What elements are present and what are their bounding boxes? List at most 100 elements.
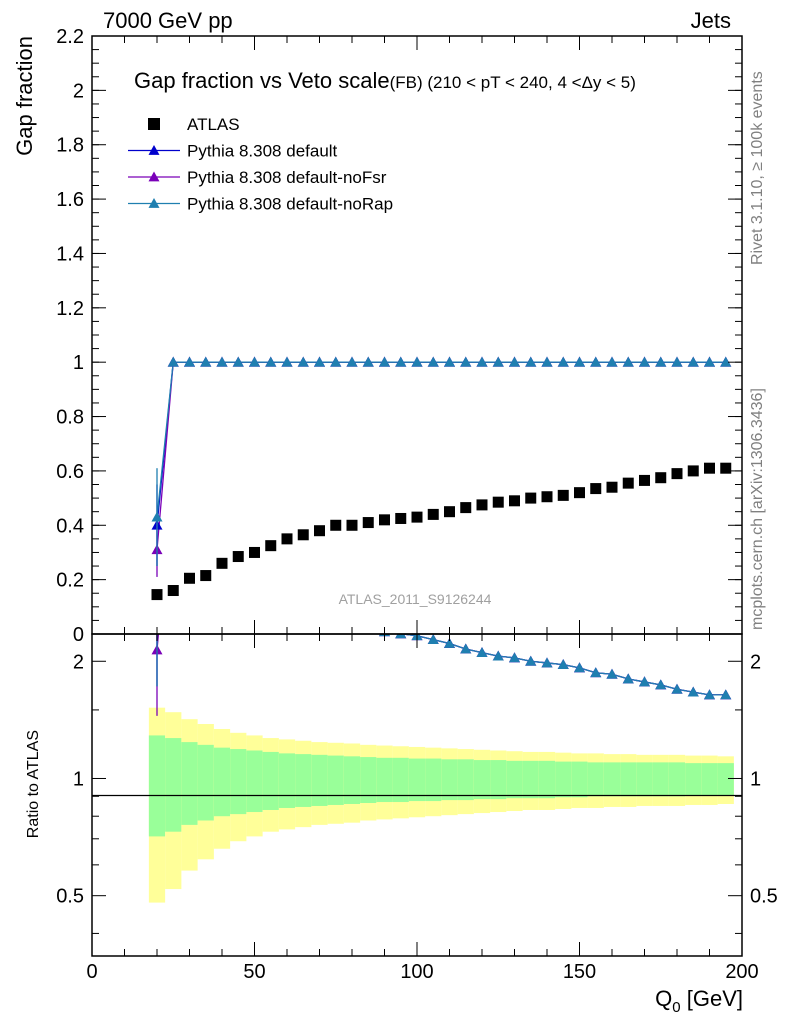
atlas-point	[314, 525, 325, 537]
main-series-point	[395, 356, 407, 367]
y-tick-label: 0	[73, 624, 84, 646]
ratio-band-inner	[262, 751, 279, 810]
main-series-point	[379, 356, 390, 367]
ratio-series-point	[249, 569, 260, 579]
x-tick-label: 150	[563, 961, 596, 983]
ratio-series-point	[557, 659, 569, 670]
main-series-point	[557, 356, 569, 367]
ratio-band-inner	[278, 753, 296, 808]
ratio-tick-label-right: 2	[750, 651, 761, 673]
x-axis-label-main: Q	[655, 986, 672, 1011]
ratio-series-point	[606, 668, 618, 679]
atlas-point	[362, 517, 374, 529]
ratio-band-inner	[295, 754, 312, 807]
main-series-point	[541, 356, 553, 367]
ratio-band-inner	[165, 738, 182, 832]
ratio-series-line	[156, 634, 726, 696]
main-series-point	[590, 356, 602, 367]
ratio-band-inner	[392, 757, 409, 803]
ratio-series-point	[460, 643, 472, 654]
ratio-series-point	[314, 609, 325, 619]
atlas-point	[590, 483, 602, 495]
atlas-point	[541, 491, 553, 503]
ratio-series-point	[249, 569, 260, 579]
x-tick-label: 200	[725, 961, 758, 983]
main-series-point	[671, 356, 683, 367]
y-tick-label: 2	[73, 80, 84, 102]
ratio-tick-label: 2	[73, 651, 84, 673]
atlas-point	[476, 499, 488, 511]
ratio-band-inner	[197, 744, 214, 821]
ratio-series-point	[427, 634, 439, 645]
atlas-point	[265, 540, 277, 552]
ratio-band-inner	[587, 762, 604, 797]
x-tick-label: 0	[86, 961, 97, 983]
ratio-band-inner	[246, 750, 263, 813]
atlas-point	[525, 492, 537, 504]
ratio-band-inner	[571, 761, 588, 798]
atlas-point	[232, 551, 244, 563]
ratio-band-inner	[555, 761, 572, 798]
main-series-point	[427, 356, 439, 367]
ratio-tick-label-right: 0.5	[750, 886, 778, 908]
rivet-version-label: Rivet 3.1.10, ≥ 100k events	[749, 71, 766, 265]
main-series-point	[525, 356, 537, 367]
ratio-tick-label-right: 1	[750, 768, 761, 790]
atlas-point	[557, 489, 569, 501]
ratio-band-inner	[376, 757, 393, 803]
ratio-series-point	[622, 673, 634, 684]
ratio-band-inner	[636, 762, 653, 797]
legend-label: Pythia 8.308 default-noFsr	[187, 168, 387, 187]
ratio-tick-label: 1	[73, 768, 84, 790]
main-series-point	[216, 356, 228, 367]
ratio-band-inner	[311, 754, 328, 806]
ratio-series-point	[444, 637, 455, 648]
ratio-band-inner	[181, 742, 198, 825]
main-series-point	[281, 356, 293, 367]
main-curves	[151, 356, 732, 577]
ratio-series-point	[168, 463, 179, 473]
ratio-series-point	[184, 505, 195, 515]
ratio-series-point	[184, 505, 195, 515]
ratio-series-line	[397, 634, 726, 696]
atlas-point	[492, 496, 504, 508]
y-tick-label: 0.4	[56, 515, 84, 537]
ratio-series-point	[314, 609, 325, 619]
ratio-band-inner	[473, 760, 491, 800]
atlas-point	[574, 487, 585, 499]
ratio-band-inner	[668, 762, 686, 797]
main-series-point	[151, 511, 163, 522]
ratio-band-inner	[441, 759, 458, 801]
ratio-series-point	[314, 609, 325, 619]
ratio-series-point	[476, 647, 488, 657]
ratio-series-line	[397, 634, 726, 696]
main-series-point	[606, 356, 618, 367]
atlas-point	[704, 462, 715, 474]
atlas-point	[330, 519, 342, 531]
atlas-point	[720, 462, 732, 474]
atlas-point	[379, 514, 390, 526]
ratio-series-point	[720, 689, 732, 700]
atlas-point	[606, 481, 618, 493]
mcplots-label: mcplots.cern.ch [arXiv:1306.3436]	[749, 388, 766, 630]
ratio-band-inner	[230, 749, 247, 815]
main-series-point	[297, 356, 309, 367]
ratio-series-point	[509, 652, 520, 663]
atlas-point	[622, 477, 634, 489]
atlas-point	[167, 585, 179, 597]
ratio-series-point	[363, 622, 374, 632]
analysis-watermark: ATLAS_2011_S9126244	[339, 591, 492, 607]
main-series-point	[720, 356, 732, 367]
atlas-point	[444, 506, 455, 518]
ratio-series-point	[541, 657, 553, 668]
ratio-band-inner	[620, 762, 637, 797]
main-series-point	[346, 356, 358, 367]
atlas-point	[249, 546, 260, 558]
header-process-label: Jets	[691, 8, 731, 33]
legend-label: Pythia 8.308 default	[187, 142, 338, 161]
atlas-point	[427, 508, 439, 520]
y-tick-label: 2.2	[56, 26, 84, 48]
ratio-series-point	[249, 569, 260, 579]
ratio-uncertainty-bands	[148, 707, 734, 903]
